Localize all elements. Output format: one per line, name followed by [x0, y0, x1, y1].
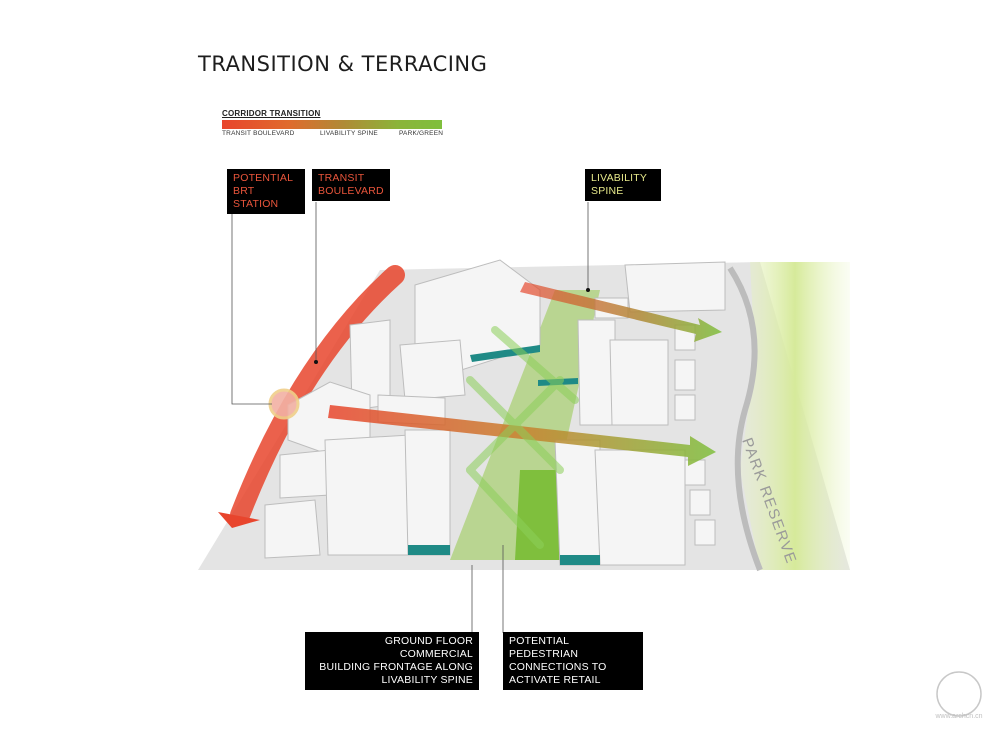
pedestrian-connection	[491, 326, 579, 404]
callout-brt-station: POTENTIAL BRT STATION	[227, 169, 305, 214]
building	[577, 319, 616, 426]
building	[324, 434, 411, 556]
brt-station-marker	[268, 388, 300, 420]
building	[689, 489, 711, 516]
legend-label-park: PARK/GREEN	[399, 130, 444, 137]
callout-livability-spine: LIVABILITY SPINE	[585, 169, 661, 201]
page-title: TRANSITION & TERRACING	[198, 52, 488, 76]
building	[594, 449, 686, 566]
building	[609, 339, 669, 426]
watermark-logo: www.archcn.cn	[934, 671, 983, 720]
building	[404, 429, 451, 556]
transit-boulevard-arrow	[230, 265, 405, 525]
legend-title: CORRIDOR TRANSITION	[222, 109, 321, 118]
transit-boulevard-arrowhead	[218, 512, 260, 528]
pedestrian-connection	[466, 376, 564, 474]
building	[674, 359, 696, 391]
callout-pedestrian-connections: POTENTIAL PEDESTRIAN CONNECTIONS TO ACTI…	[503, 632, 643, 690]
legend: CORRIDOR TRANSITION TRANSIT BOULEVARD LI…	[222, 109, 444, 139]
corridor-arrow-north	[520, 282, 722, 342]
teal-frontage	[408, 545, 450, 555]
spine-green-lawn	[515, 470, 565, 560]
building	[624, 261, 726, 313]
pedestrian-connection	[466, 466, 544, 549]
callout-transit-boulevard: TRANSIT BOULEVARD	[312, 169, 390, 201]
park-edge-road	[727, 266, 763, 572]
building	[694, 519, 716, 546]
watermark-text: www.archcn.cn	[934, 713, 982, 720]
legend-label-spine: LIVABILITY SPINE	[320, 130, 378, 137]
legend-label-transit: TRANSIT BOULEVARD	[222, 130, 295, 137]
teal-frontage	[560, 555, 600, 565]
callout-ground-floor-commercial: GROUND FLOOR COMMERCIAL BUILDING FRONTAG…	[305, 632, 479, 690]
legend-gradient-bar	[222, 120, 442, 129]
building	[279, 449, 331, 499]
leader-line-brt	[231, 202, 272, 405]
building	[554, 439, 601, 566]
building	[399, 339, 466, 401]
leader-dot	[314, 360, 318, 364]
leader-dot	[586, 288, 590, 292]
building	[264, 499, 321, 559]
park-reserve-area	[740, 262, 850, 570]
legend-labels: TRANSIT BOULEVARD LIVABILITY SPINE PARK/…	[222, 129, 444, 139]
building	[674, 394, 696, 421]
